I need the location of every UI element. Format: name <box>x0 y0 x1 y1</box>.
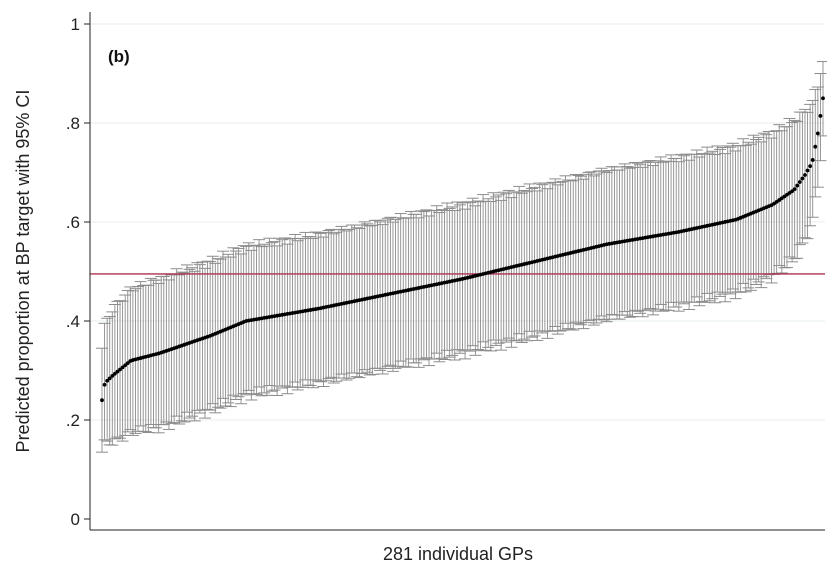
y-tick-label: 0 <box>71 510 80 529</box>
gp-estimate-point <box>118 367 122 372</box>
gp-estimate-point <box>112 371 117 376</box>
y-tick-label: .6 <box>66 213 80 232</box>
gp-estimate-point <box>795 183 800 188</box>
y-tick-label: .4 <box>66 312 80 331</box>
gp-estimate-point <box>115 369 120 374</box>
y-tick-label: .8 <box>66 114 80 133</box>
gp-estimate-point <box>800 176 805 181</box>
y-tick-label: 1 <box>71 15 80 34</box>
gp-estimate-point <box>107 376 112 381</box>
gp-estimate-point <box>125 361 130 366</box>
gp-estimate-point <box>120 365 125 370</box>
gp-estimate-point <box>813 144 818 149</box>
gp-estimate-point <box>110 374 115 378</box>
gp-estimate-point <box>821 96 825 101</box>
estimate-point-layer <box>100 96 825 403</box>
panel-label: (b) <box>108 47 130 66</box>
gp-estimate-point <box>790 189 794 194</box>
y-axis-title: Predicted proportion at BP target with 9… <box>13 90 33 453</box>
gp-estimate-point <box>792 187 797 192</box>
y-tick-label: .2 <box>66 411 80 430</box>
gp-estimate-point <box>818 114 823 118</box>
gp-estimate-point <box>105 378 110 383</box>
gp-estimate-point <box>803 173 807 177</box>
y-tick-layer: 0 .2 .4 .6 .8 1 <box>66 15 90 529</box>
gp-estimate-point <box>797 180 802 184</box>
gp-estimate-point <box>805 168 810 173</box>
gp-estimate-point <box>102 382 107 387</box>
x-axis-title: 281 individual GPs <box>383 544 533 564</box>
gp-estimate-point <box>100 398 104 403</box>
gp-estimate-point <box>123 363 128 368</box>
gp-estimate-point <box>815 131 820 136</box>
gp-estimate-point <box>808 164 813 169</box>
confidence-interval-layer <box>96 61 827 453</box>
gp-estimate-point <box>810 158 815 162</box>
